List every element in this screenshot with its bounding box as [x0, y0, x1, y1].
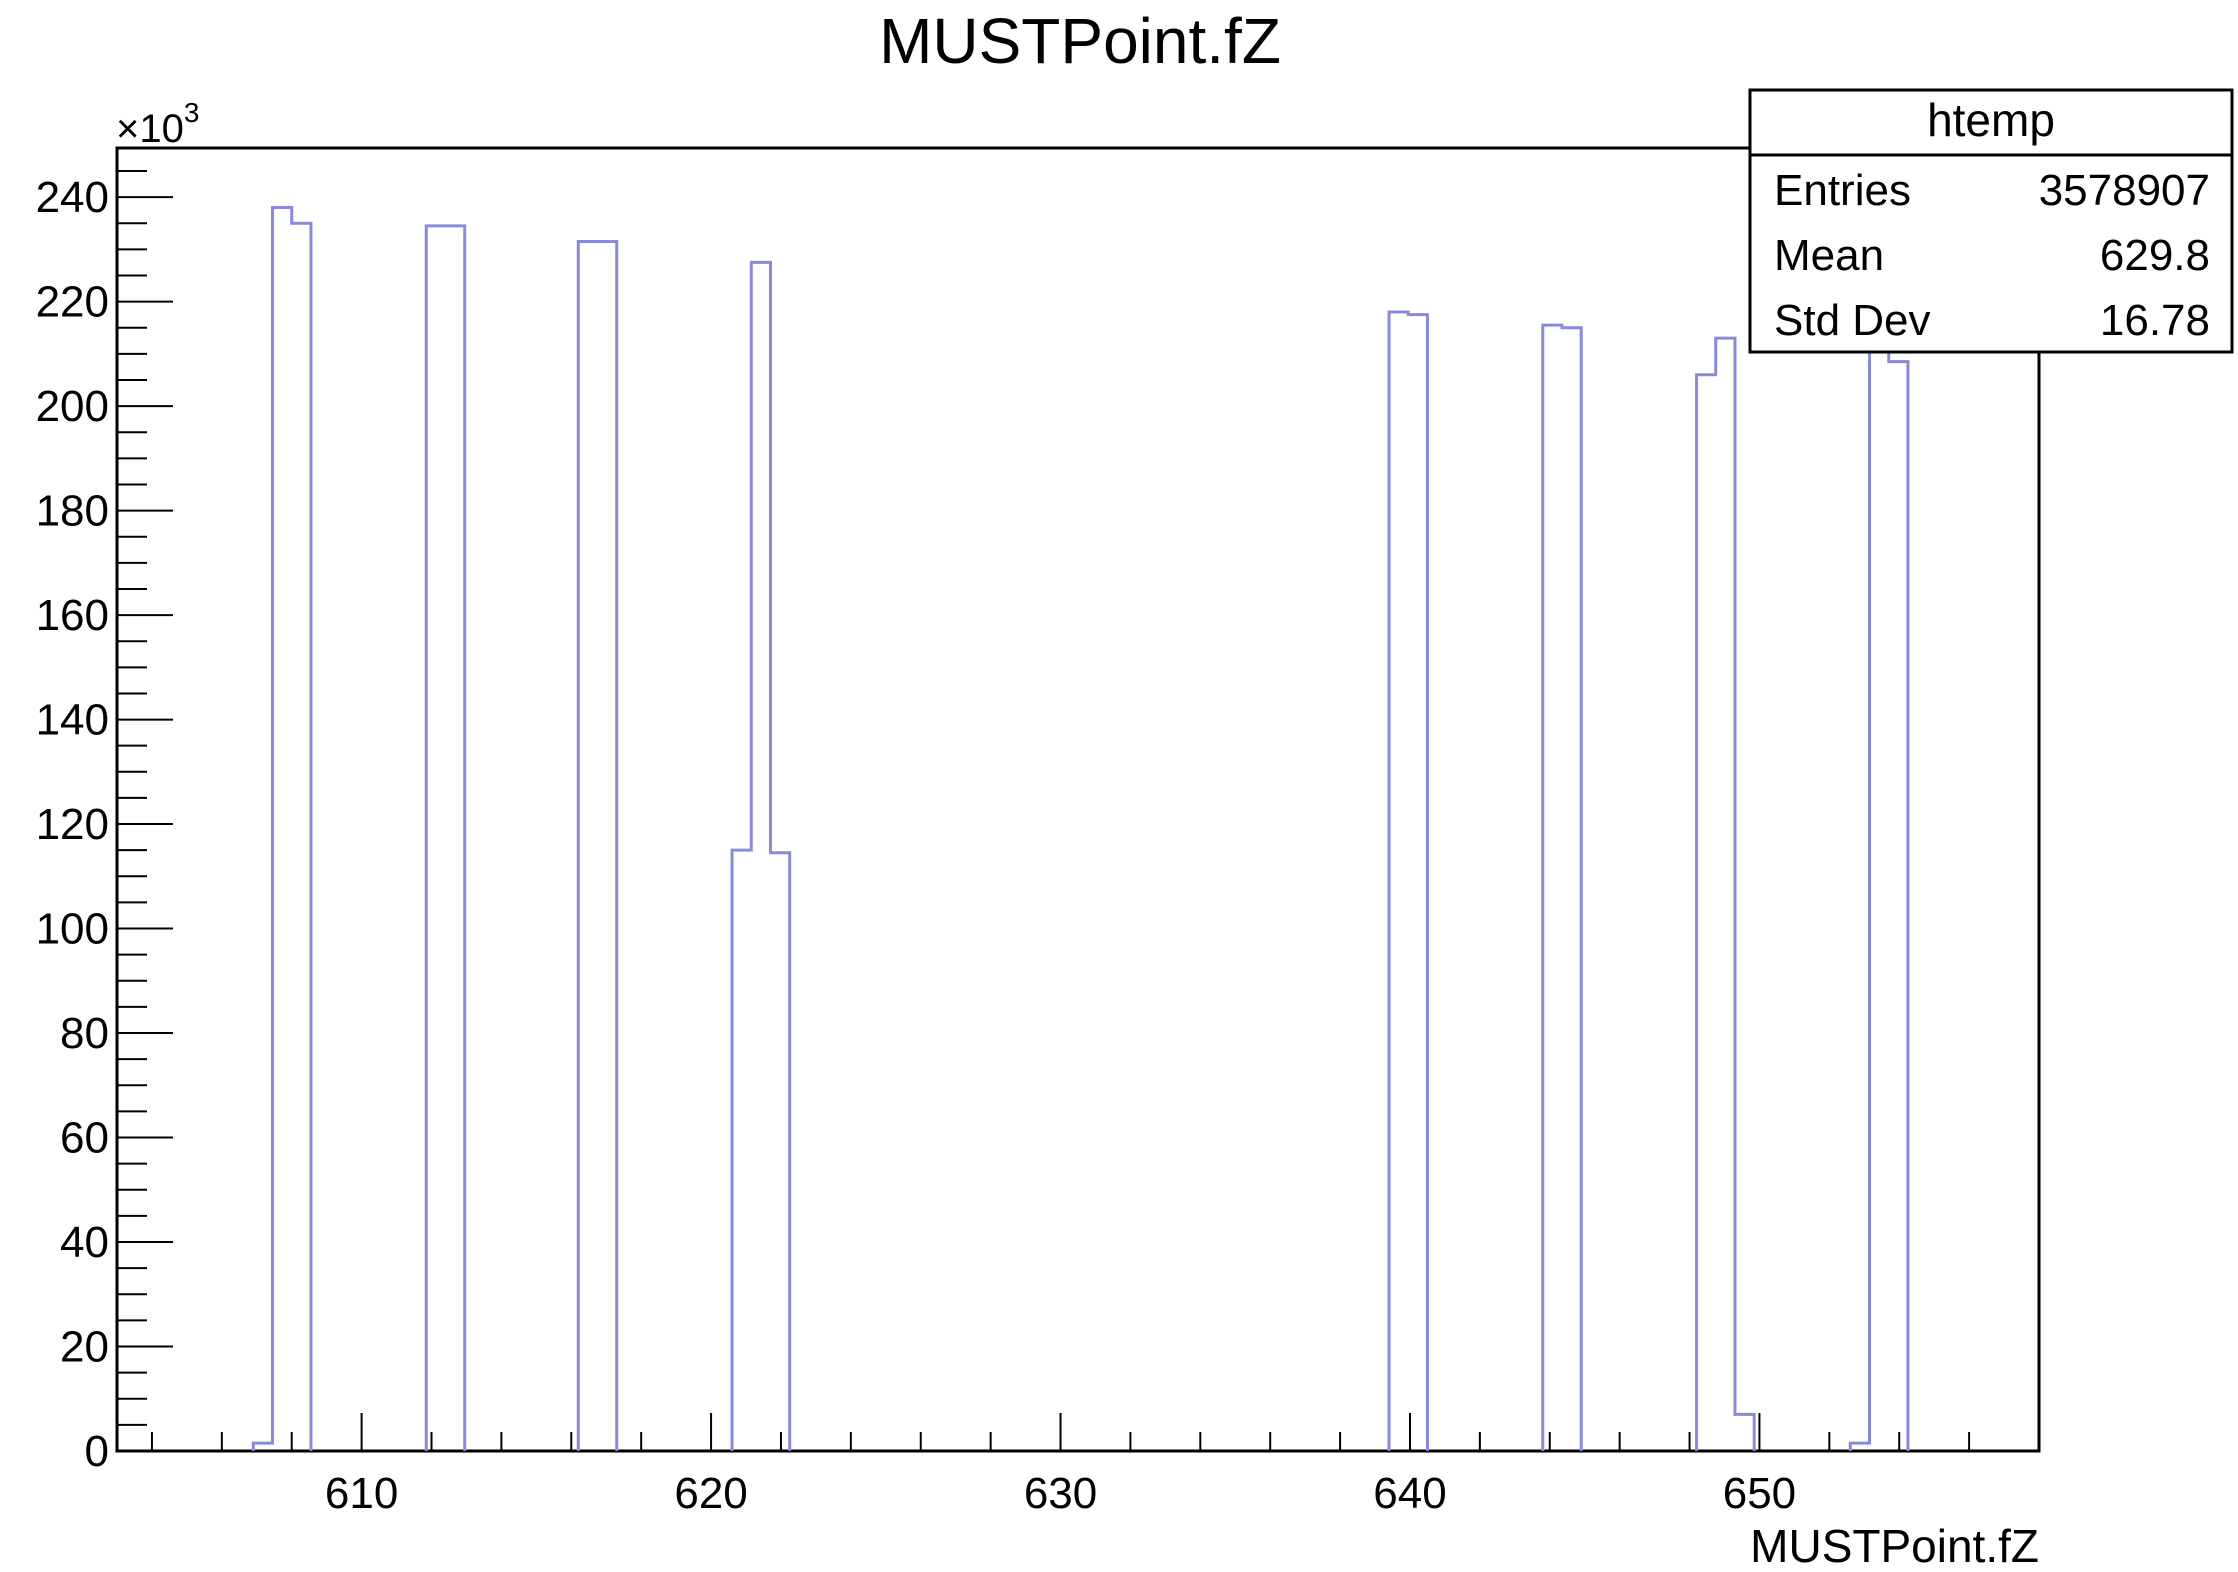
histogram-bin	[1408, 315, 1427, 1451]
stats-entries-value: 3578907	[2039, 166, 2210, 215]
y-tick-label: 80	[60, 1009, 109, 1058]
x-axis: 610 620 630 640 650	[150, 1413, 1971, 1518]
histogram-bins	[253, 208, 1908, 1451]
y-tick-label: 240	[36, 173, 109, 222]
histogram-bin	[770, 853, 789, 1451]
x-tick-label: 620	[674, 1469, 747, 1518]
histogram-bin	[273, 208, 292, 1451]
svg-text:×103: ×103	[116, 97, 199, 151]
x-tick-label: 650	[1723, 1469, 1796, 1518]
histogram-bin	[445, 226, 464, 1451]
stats-stddev-label: Std Dev	[1774, 296, 1931, 345]
y-tick-label: 180	[36, 487, 109, 536]
histogram-bin	[292, 223, 311, 1451]
histogram-bin	[598, 242, 617, 1451]
y-multiplier: ×103	[116, 97, 199, 151]
histogram-bin	[1870, 351, 1889, 1451]
y-tick-label: 0	[85, 1427, 109, 1476]
y-tick-label: 20	[60, 1323, 109, 1372]
stats-box-frame	[1748, 88, 2234, 354]
stats-mean-value: 629.8	[2100, 231, 2210, 280]
x-tick-label: 610	[325, 1469, 398, 1518]
histogram-bin	[426, 226, 445, 1451]
histogram-bin	[1697, 375, 1716, 1451]
y-tick-label: 100	[36, 905, 109, 954]
histogram-outline	[251, 206, 1910, 1451]
stats-stddev-value: 16.78	[2100, 296, 2210, 345]
y-tick-label: 220	[36, 278, 109, 327]
histogram-bin	[578, 242, 597, 1451]
y-tick-label: 120	[36, 800, 109, 849]
stats-entries-label: Entries	[1774, 166, 1911, 215]
y-tick-label: 140	[36, 696, 109, 745]
y-multiplier-base: ×10	[116, 107, 184, 151]
histogram-bin	[1716, 338, 1735, 1451]
stats-box: htemp Entries 3578907 Mean 629.8 Std Dev…	[1748, 88, 2234, 354]
x-tick-label: 640	[1373, 1469, 1446, 1518]
histogram-bin	[751, 262, 770, 1451]
histogram-bin	[1543, 325, 1562, 1451]
histogram-bin	[1562, 328, 1581, 1451]
y-axis: 0 20 40 60 80 100 120 140 160 180 200 220 240	[36, 169, 173, 1476]
stats-box-title: htemp	[1927, 94, 2055, 146]
chart-title: MUSTPoint.fZ	[879, 5, 1281, 77]
y-tick-label: 60	[60, 1114, 109, 1163]
plot-frame	[115, 146, 2041, 1453]
histogram-bin	[1735, 1414, 1754, 1451]
x-tick-label: 630	[1024, 1469, 1097, 1518]
histogram-bin	[1389, 312, 1408, 1451]
y-multiplier-exponent: 3	[184, 97, 200, 128]
y-tick-label: 40	[60, 1218, 109, 1267]
histogram-bin	[1889, 362, 1908, 1451]
y-tick-label: 200	[36, 382, 109, 431]
histogram-bin	[732, 850, 751, 1451]
y-tick-label: 160	[36, 591, 109, 640]
stats-mean-label: Mean	[1774, 231, 1884, 280]
x-axis-label: MUSTPoint.fZ	[1750, 1520, 2039, 1572]
